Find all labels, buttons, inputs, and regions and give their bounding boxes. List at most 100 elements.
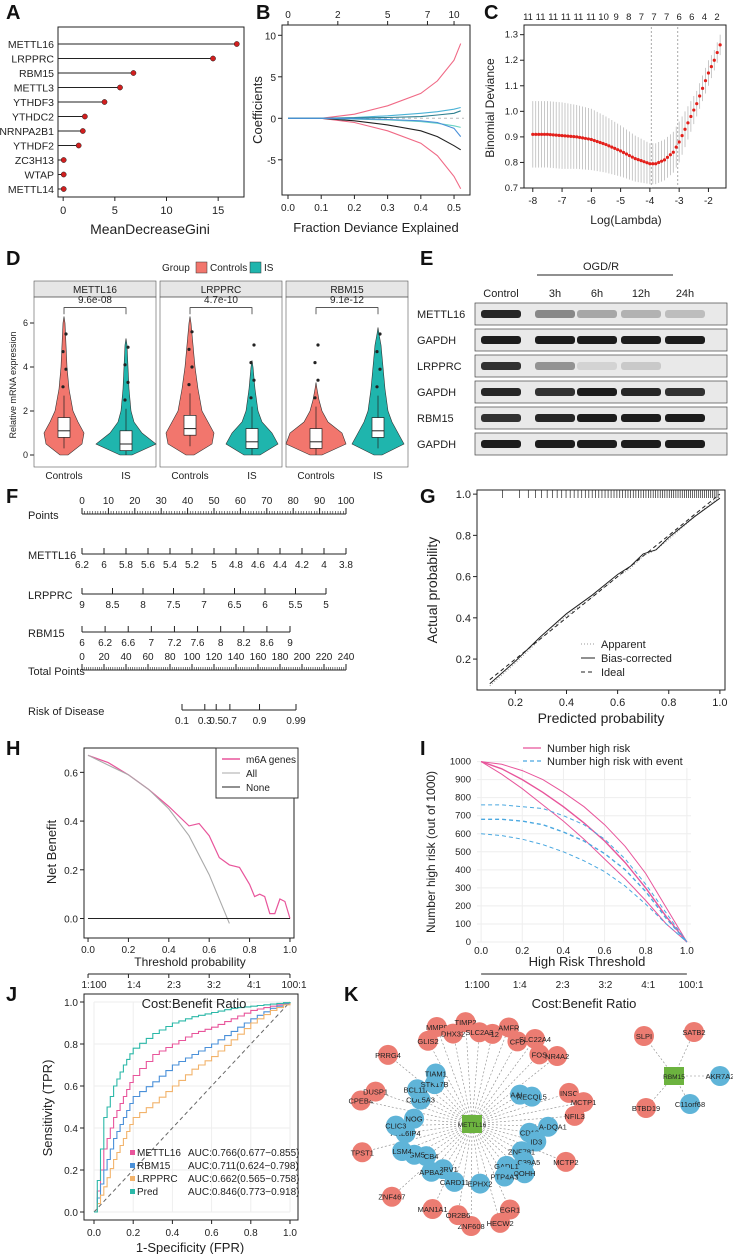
gene-node: [455, 1012, 476, 1033]
panel-f-nomogram: Points 0 10 20 30 40 50 60 70 80 90 100 METTL16 6.2 6 5…: [0, 490, 415, 730]
gini-point: [60, 186, 67, 192]
x-tick-label: 0.4: [165, 1228, 179, 1239]
legend-swatch: [130, 1150, 135, 1155]
top-tick-label: 7: [664, 12, 669, 23]
deviance-point: [595, 139, 599, 144]
panel-h-ylabel: Net Benefit: [44, 819, 59, 884]
gene-node: [470, 1173, 491, 1194]
p-value: 9.6e-08: [78, 295, 112, 306]
panel-e-svg: OGD/R Control 3h 6h 12h 24h METTL16 GAPDH LRPP…: [417, 261, 728, 456]
blot-row-label: GAPDH: [417, 439, 456, 451]
blot-band: [665, 388, 705, 396]
outlier-point: [313, 361, 317, 365]
gene-node-label: TIMP2: [455, 1018, 477, 1027]
gene-label: ZC3H13: [15, 155, 54, 167]
blot-band: [481, 336, 521, 344]
gene-label: YTHDC2: [12, 112, 54, 124]
panel-i-xlabel: High Risk Threshold: [529, 954, 646, 969]
gene-node: [365, 1081, 386, 1102]
nomogram-tick-label: 10: [103, 496, 115, 507]
panel-i-plotarea: [465, 748, 727, 944]
gene-node-label: GADL1: [494, 1162, 519, 1171]
nomogram-tick-label: 4.6: [251, 560, 265, 571]
legend-none-label: None: [246, 783, 270, 794]
legend-swatch-is: [249, 261, 262, 274]
gene-node: [525, 1028, 546, 1049]
nomogram-tick-label: 240: [338, 652, 355, 663]
nomogram-tick-label: 7.5: [167, 600, 181, 611]
deviance-point: [601, 141, 605, 146]
outlier-point: [126, 380, 130, 384]
deviance-point: [645, 161, 649, 165]
top-tick-label: 11: [523, 12, 533, 23]
gene-node-label: BTBD19: [632, 1104, 660, 1113]
gene-node-label: EGR1: [500, 1206, 520, 1215]
network-edge: [417, 1089, 473, 1125]
gene-node: [352, 1142, 373, 1163]
panel-h-dca-chart: 0.0 0.2 0.4 0.6 0.8 1.0 0.0 0.2 0.4 0.6 m6A genes…: [0, 742, 415, 982]
gene-node-label: ZNF608: [458, 1222, 485, 1231]
gene-node-label: COL5A3: [406, 1096, 435, 1105]
nomogram-tick-label: 0: [79, 652, 85, 663]
y-tick-label: 1.0: [456, 489, 471, 501]
outlier-point: [123, 363, 127, 367]
nomogram-tick-label: 30: [156, 496, 168, 507]
x-tick-label: -4: [645, 196, 654, 207]
deviance-point: [715, 50, 719, 55]
network-edge: [471, 1096, 532, 1125]
hub-node-label: METTL16: [458, 1122, 487, 1129]
nomogram-tick-label: 180: [272, 652, 289, 663]
gene-node-label: STK17B: [421, 1080, 449, 1089]
nomogram-tick-label: 6.2: [75, 560, 89, 571]
gene-node: [425, 1063, 446, 1084]
panel-i-clinical-impact-chart: 0.0 0.2 0.4 0.6 0.8 1.0 0 100 200 300 400 500 600 700…: [415, 740, 733, 982]
box: [119, 430, 133, 451]
gene-node-label: LSM4: [392, 1147, 412, 1156]
blot-row-label: METTL16: [417, 309, 465, 321]
lane-label: Control: [483, 288, 518, 300]
x-tick-label: -2: [704, 196, 713, 207]
deviance-point: [680, 134, 684, 138]
blot-band: [621, 440, 661, 448]
y-tick-label: 0.8: [64, 1040, 78, 1051]
legend-auc: AUC:0.711(0.624−0.798): [188, 1161, 299, 1172]
network-edge: [405, 1123, 473, 1134]
outlier-point: [252, 343, 256, 347]
x-tick-label: 0.6: [205, 1228, 219, 1239]
deviance-point: [657, 160, 661, 165]
gene-node: [636, 1098, 656, 1118]
gene-node: [448, 1205, 469, 1226]
blot-band: [621, 336, 661, 344]
x-tick-label: 0.2: [121, 945, 135, 956]
lane-label: 3h: [549, 288, 561, 300]
blot-band: [535, 362, 575, 370]
network-edge: [471, 1123, 501, 1223]
nomogram-tick-label: 8: [140, 600, 146, 611]
calibration-ideal: [489, 493, 721, 681]
nomogram-tick-label: 7: [149, 638, 155, 649]
x-tick-label: 0.6: [598, 946, 612, 957]
cb-tick-label: 3:2: [598, 980, 613, 991]
outlier-point: [190, 330, 194, 334]
blot-row-label: GAPDH: [417, 387, 456, 399]
cb-tick-label: 1:100: [81, 980, 107, 991]
blot-band: [665, 310, 705, 318]
gene-node-label: SLC2A3: [465, 1028, 493, 1037]
gene-node-label: BCL11A: [403, 1085, 430, 1094]
nomogram-tick-label: 0.5: [209, 716, 223, 727]
nomogram-tick-label: 7.2: [167, 638, 181, 649]
deviance-point: [639, 159, 643, 163]
x-tick-label: 1.0: [712, 697, 727, 709]
deviance-point: [695, 102, 699, 106]
blot-band: [621, 362, 661, 370]
network-edge: [471, 1032, 480, 1125]
gene-node-label: TIAM1: [425, 1069, 447, 1078]
y-tick-label: 100: [455, 919, 471, 930]
gene-node: [634, 1026, 654, 1046]
panel-a-gini-chart: METTL16 LRPPRC RBM15 METTL3 YTHDF3 YTHDC2 HNRN…: [0, 0, 250, 245]
blot-band: [535, 414, 575, 422]
x-tick-label: -3: [675, 196, 684, 207]
gene-node: [555, 1151, 576, 1172]
panel-b-xlabel: Fraction Deviance Explained: [293, 220, 458, 235]
